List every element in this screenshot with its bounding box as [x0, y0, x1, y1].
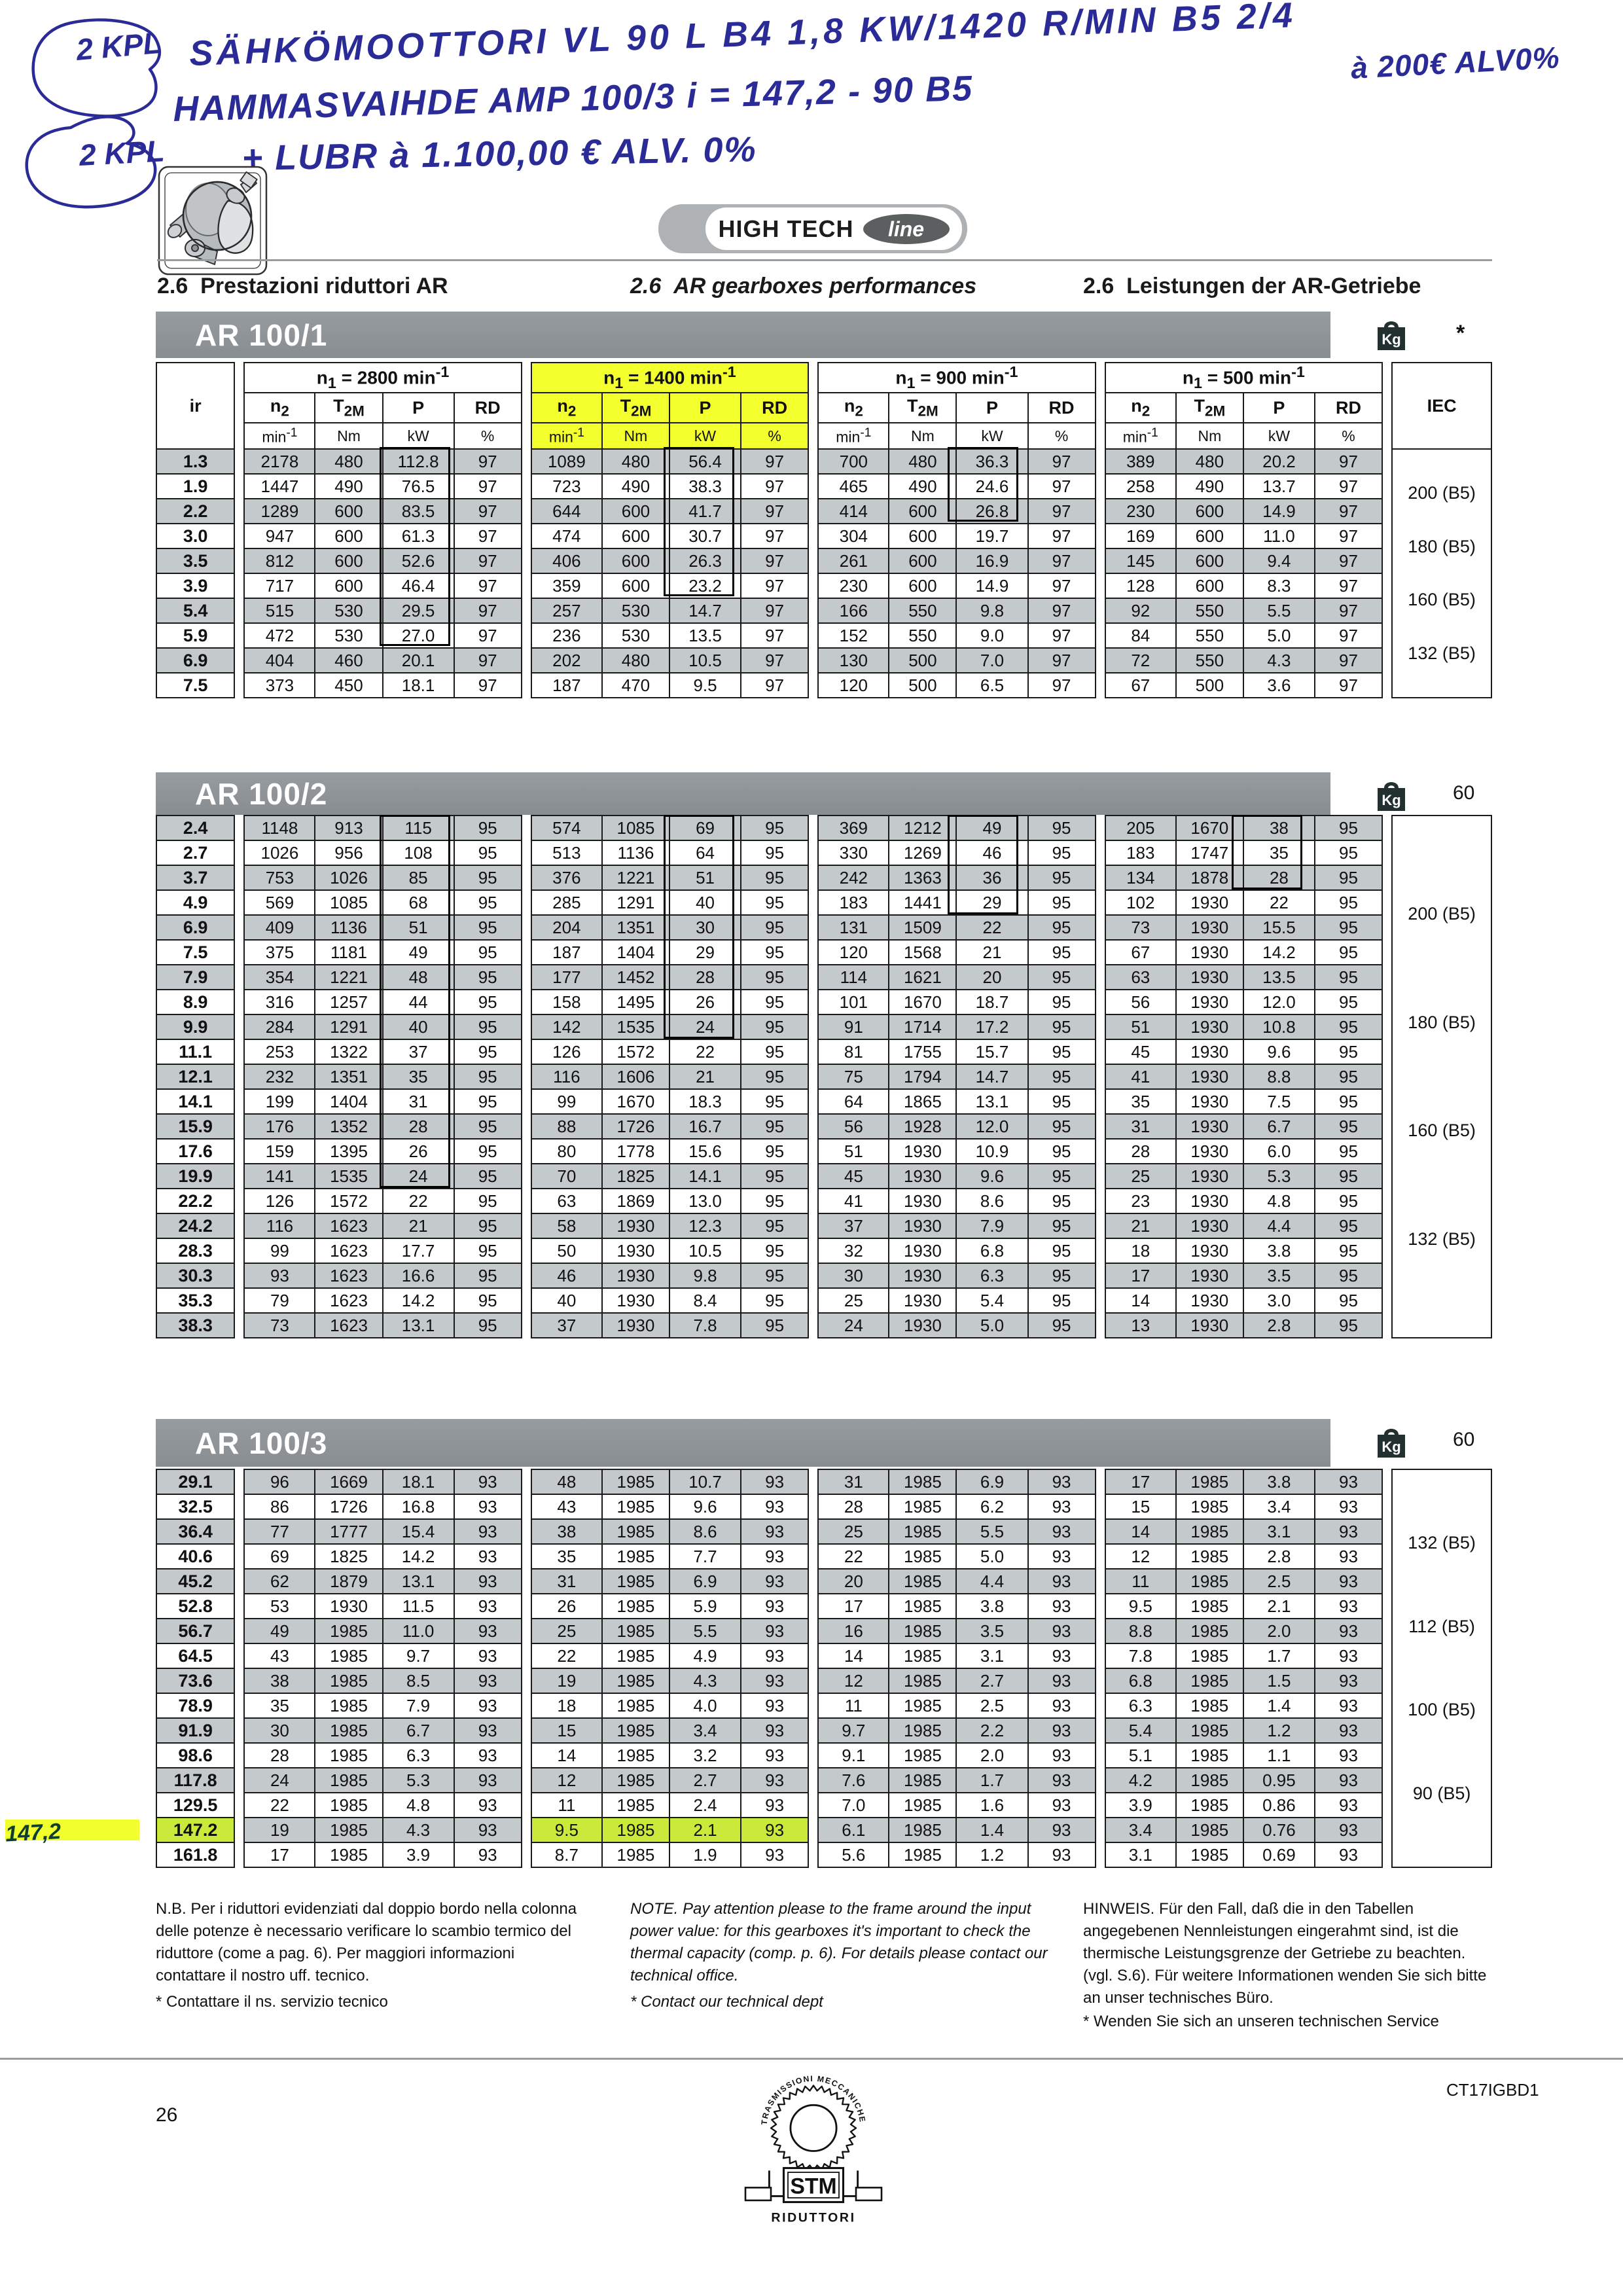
svg-text:SÄHKÖMOOTTORI VL 90 L B4: SÄHKÖMOOTTORI VL 90 L B4 1,8 KW/1420 R/M… [188, 0, 1296, 73]
svg-text:2 KPL: 2 KPL [78, 134, 166, 172]
svg-text:+ LUBR à 1.100,00 € ALV. 0%: + LUBR à 1.100,00 € ALV. 0% [241, 130, 757, 178]
svg-text:STM: STM [790, 2174, 836, 2199]
svg-text:Kg: Kg [1382, 792, 1400, 808]
svg-text:Kg: Kg [1382, 331, 1400, 348]
svg-text:HAMMASVAIHDE AMP 100/3 i = 1: HAMMASVAIHDE AMP 100/3 i = 147,2 - 90 B5 [173, 69, 974, 129]
svg-text:RIDUTTORI: RIDUTTORI [771, 2210, 855, 2225]
svg-text:Kg: Kg [1382, 1439, 1400, 1455]
svg-text:à 200€ ALV0%: à 200€ ALV0% [1350, 40, 1561, 85]
